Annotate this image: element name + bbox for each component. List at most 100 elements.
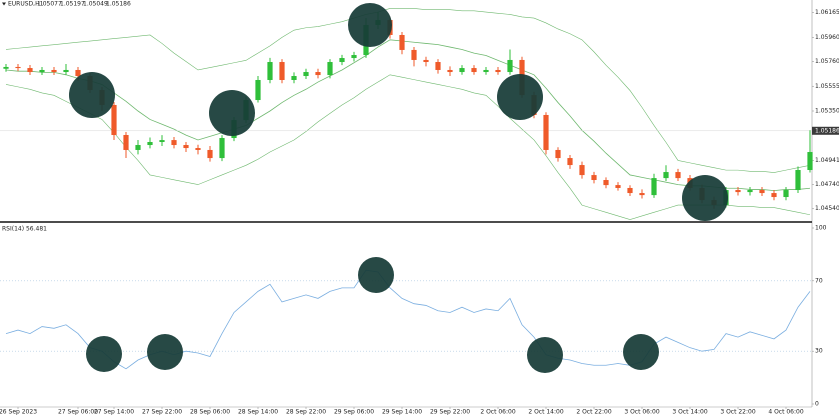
candle-body [279,62,285,80]
candle-body [195,148,201,150]
x-tick-label: 27 Sep 14:00 [94,409,134,416]
candle-body [675,172,681,179]
x-tick-label: 28 Sep 22:00 [286,409,326,416]
x-tick-label: 27 Sep 06:00 [58,409,98,416]
y-tick-label: 1.04540 [815,205,839,212]
y-tick-label: 1.05555 [815,83,839,90]
x-tick-label: 3 Oct 06:00 [624,409,659,416]
candle-body [27,68,33,73]
rsi-label: RSI(14) 56.481 [2,226,47,233]
y-tick-label: 1.05960 [815,34,839,41]
rsi-line [5,269,811,370]
candle-body [747,190,753,193]
highlight-circle [358,257,394,293]
candle-body [615,185,621,188]
candle-body [591,175,597,181]
candle-body [495,69,501,73]
candle-body [543,114,549,150]
candle-body [303,72,309,77]
x-tick-label: 3 Oct 22:00 [720,409,755,416]
candle-body [207,149,213,159]
bollinger-middle [5,39,811,192]
candle-body [435,62,441,70]
highlight-circle [682,175,728,221]
highlight-circle [209,90,255,136]
candle-body [183,145,189,149]
candle-body [339,58,345,63]
x-tick-label: 2 Oct 06:00 [480,409,515,416]
candle-body [171,140,177,146]
header-close: 1.05186 [106,1,131,8]
x-tick-label: 28 Sep 14:00 [238,409,278,416]
x-tick-label: 3 Oct 14:00 [672,409,707,416]
candle-body [627,187,633,194]
y-tick-label: 100 [815,225,827,232]
highlight-circle [147,334,183,370]
candle-body [159,140,165,143]
candle-body [795,169,801,191]
y-tick-label: 1.05350 [815,108,839,115]
candle-body [735,190,741,193]
marks [0,8,814,409]
candle-body [579,165,585,176]
candle-body [3,66,9,69]
x-tick-label: 27 Sep 22:00 [142,409,182,416]
highlight-circle [86,336,122,372]
x-tick-label: 4 Oct 06:00 [768,409,803,416]
candle-body [663,172,669,179]
annotations [69,3,728,373]
candle-body [459,68,465,73]
y-tick-label: 70 [815,277,823,284]
symbol: EURUSD,H1 [8,1,44,8]
candle-body [807,152,813,170]
candle-body [783,190,789,198]
candle-body [567,158,573,166]
last-price-box [812,126,839,135]
bollinger-upper [5,8,811,173]
candle-body [651,178,657,196]
candle-body [471,68,477,73]
candle-body [123,135,129,150]
candle-body [555,149,561,159]
candle-body [267,62,273,80]
header-low: 1.05049 [83,1,108,8]
highlight-circle [69,72,115,118]
highlight-circle [348,3,392,47]
last-price-label: 1.05186 [815,127,839,134]
menu-triangle [2,2,6,6]
candle-body [135,145,141,150]
candle-body [399,34,405,50]
candle-body [351,55,357,59]
header-high: 1.05197 [60,1,85,8]
candle-body [75,69,81,77]
highlight-circle [497,74,543,120]
candle-body [219,138,225,159]
candle-body [411,49,417,60]
candle-body [15,66,21,69]
candle-body [447,69,453,73]
candle-body [291,76,297,80]
candle-body [147,142,153,146]
x-tick-label: 26 Sep 2023 [0,409,37,416]
y-tick-label: 1.04740 [815,181,839,188]
candle-body [51,69,57,73]
y-tick-label: 1.06165 [815,9,839,16]
y-tick-label: 1.04941 [815,157,839,164]
x-tick-label: 2 Oct 22:00 [576,409,611,416]
x-tick-label: 29 Sep 14:00 [382,409,422,416]
candle-body [507,59,513,73]
candle-body [603,180,609,186]
candle-body [771,193,777,198]
candle-body [639,193,645,196]
bollinger-lower [5,74,811,220]
x-tick-label: 29 Sep 06:00 [334,409,374,416]
y-tick-label: 30 [815,348,823,355]
y-tick-label: 1.05760 [815,58,839,65]
highlight-circle [527,337,563,373]
highlight-circle [623,334,659,370]
x-tick-label: 28 Sep 06:00 [190,409,230,416]
candle-body [315,72,321,76]
candle-body [327,62,333,76]
